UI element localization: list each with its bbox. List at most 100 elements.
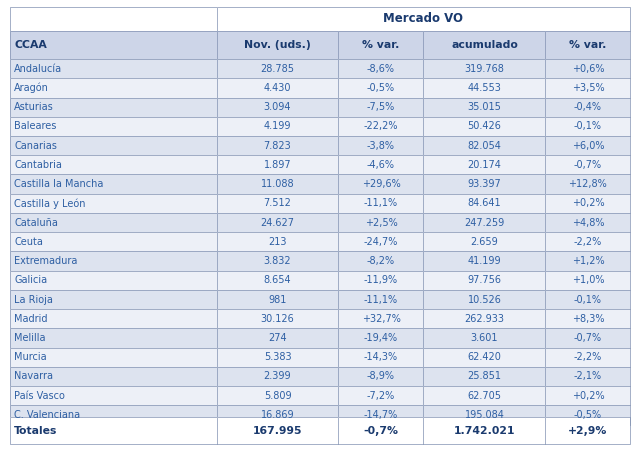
Text: 93.397: 93.397 xyxy=(468,179,501,189)
Text: 981: 981 xyxy=(268,294,287,305)
Text: -11,1%: -11,1% xyxy=(364,294,398,305)
Bar xyxy=(10,59,216,78)
Bar xyxy=(216,59,339,78)
Text: +3,5%: +3,5% xyxy=(572,83,604,93)
Bar xyxy=(424,31,545,59)
Bar xyxy=(10,194,216,213)
Bar xyxy=(10,78,216,98)
Bar xyxy=(339,417,424,444)
Text: Nov. (uds.): Nov. (uds.) xyxy=(244,40,311,50)
Text: 25.851: 25.851 xyxy=(467,371,501,382)
Text: 319.768: 319.768 xyxy=(465,64,504,74)
Bar xyxy=(545,405,630,425)
Bar xyxy=(10,271,216,290)
Bar xyxy=(545,271,630,290)
Bar xyxy=(10,328,216,348)
Bar xyxy=(216,290,339,309)
Bar xyxy=(216,367,339,386)
Bar xyxy=(424,174,545,194)
Text: 16.869: 16.869 xyxy=(260,410,294,420)
Bar xyxy=(10,251,216,271)
Text: +4,8%: +4,8% xyxy=(572,218,604,228)
Bar xyxy=(10,7,216,31)
Text: -7,5%: -7,5% xyxy=(367,102,395,112)
Text: Totales: Totales xyxy=(14,425,58,436)
Bar xyxy=(424,417,545,444)
Bar xyxy=(10,232,216,251)
Text: -8,9%: -8,9% xyxy=(367,371,395,382)
Text: -14,7%: -14,7% xyxy=(364,410,398,420)
Bar xyxy=(339,174,424,194)
Bar xyxy=(216,136,339,155)
Text: 10.526: 10.526 xyxy=(467,294,501,305)
Bar xyxy=(424,117,545,136)
Text: +1,0%: +1,0% xyxy=(572,275,604,285)
Bar xyxy=(424,136,545,155)
Bar xyxy=(424,271,545,290)
Bar xyxy=(424,213,545,232)
Bar xyxy=(216,59,339,78)
Text: -24,7%: -24,7% xyxy=(364,237,398,247)
Text: 62.705: 62.705 xyxy=(467,391,501,401)
Bar xyxy=(216,251,339,271)
Text: C. Valenciana: C. Valenciana xyxy=(14,410,80,420)
Text: 2.659: 2.659 xyxy=(470,237,499,247)
Text: -0,1%: -0,1% xyxy=(574,294,602,305)
Bar xyxy=(10,251,216,271)
Text: 5.383: 5.383 xyxy=(264,352,291,362)
Bar xyxy=(424,59,545,78)
Text: 35.015: 35.015 xyxy=(467,102,501,112)
Bar xyxy=(216,194,339,213)
Bar xyxy=(339,386,424,405)
Text: 1.897: 1.897 xyxy=(264,160,291,170)
Bar xyxy=(216,309,339,328)
Text: -0,7%: -0,7% xyxy=(574,333,602,343)
Bar xyxy=(10,367,216,386)
Bar xyxy=(424,271,545,290)
Bar xyxy=(10,31,216,59)
Text: País Vasco: País Vasco xyxy=(14,391,65,401)
Bar xyxy=(10,98,216,117)
Bar xyxy=(10,348,216,367)
Bar xyxy=(424,309,545,328)
Text: 1.742.021: 1.742.021 xyxy=(454,425,515,436)
Bar xyxy=(216,7,630,31)
Text: -8,6%: -8,6% xyxy=(367,64,395,74)
Bar xyxy=(216,194,339,213)
Bar xyxy=(424,31,545,59)
Bar xyxy=(545,98,630,117)
Bar xyxy=(10,194,216,213)
Bar xyxy=(545,271,630,290)
Bar xyxy=(424,117,545,136)
Bar xyxy=(10,348,216,367)
Bar xyxy=(216,405,339,425)
Bar xyxy=(10,117,216,136)
Text: 167.995: 167.995 xyxy=(253,425,302,436)
Text: 84.641: 84.641 xyxy=(468,198,501,208)
Text: -0,1%: -0,1% xyxy=(574,121,602,131)
Bar xyxy=(339,59,424,78)
Bar xyxy=(545,174,630,194)
Bar xyxy=(339,31,424,59)
Text: La Rioja: La Rioja xyxy=(14,294,53,305)
Bar xyxy=(424,290,545,309)
Bar xyxy=(10,174,216,194)
Bar xyxy=(424,328,545,348)
Bar xyxy=(545,117,630,136)
Bar xyxy=(545,136,630,155)
Bar xyxy=(10,117,216,136)
Bar xyxy=(545,194,630,213)
Text: acumulado: acumulado xyxy=(451,40,518,50)
Bar xyxy=(339,271,424,290)
Bar xyxy=(339,194,424,213)
Bar xyxy=(339,155,424,174)
Bar xyxy=(339,155,424,174)
Bar xyxy=(339,59,424,78)
Bar xyxy=(545,348,630,367)
Text: Asturias: Asturias xyxy=(14,102,54,112)
Bar xyxy=(216,78,339,98)
Bar xyxy=(545,98,630,117)
Text: 28.785: 28.785 xyxy=(260,64,294,74)
Bar xyxy=(216,348,339,367)
Bar xyxy=(424,405,545,425)
